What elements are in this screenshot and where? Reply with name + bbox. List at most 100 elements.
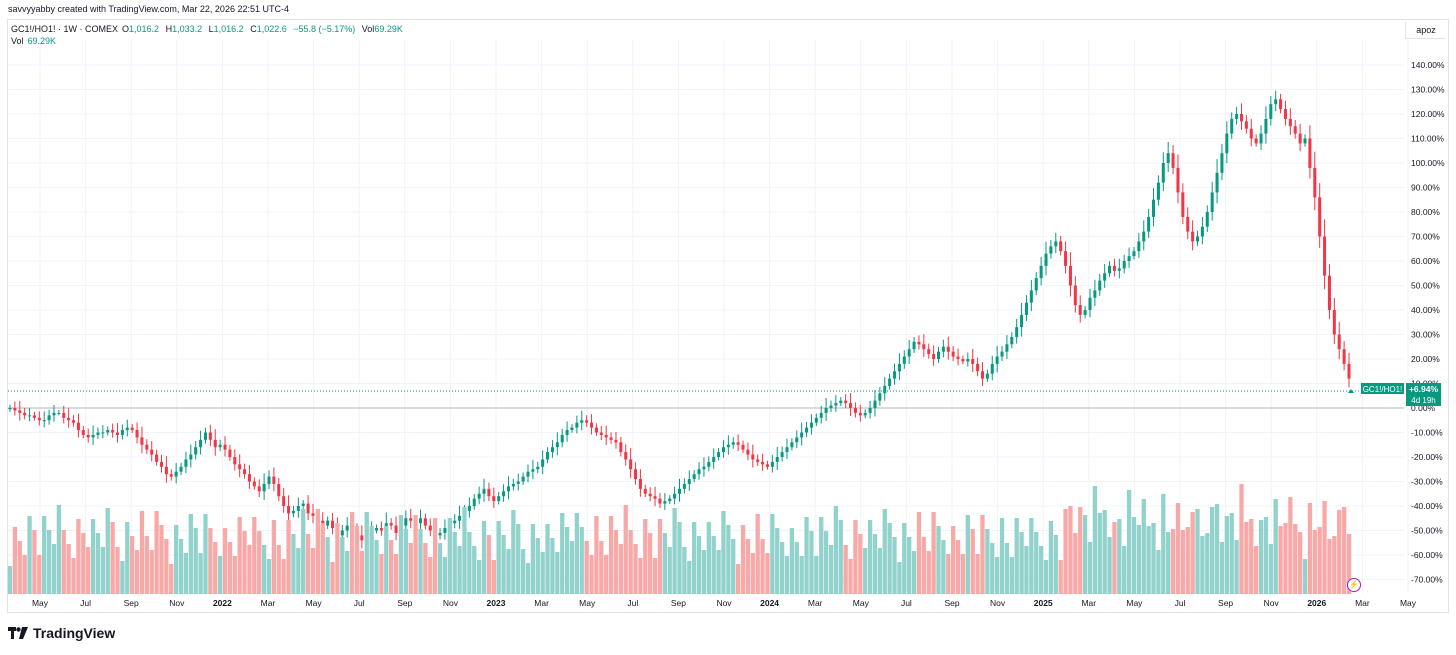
candle-body <box>634 469 638 480</box>
candle-body <box>966 359 970 362</box>
candle-body <box>223 444 227 450</box>
volume-bar <box>271 520 277 594</box>
volume-bar <box>525 563 531 594</box>
candle-body <box>609 437 613 440</box>
volume-bar <box>413 515 418 594</box>
volume-bar <box>76 519 81 594</box>
volume-bar <box>726 525 731 594</box>
x-tick-label: Mar <box>1355 598 1370 608</box>
candle-body <box>1127 256 1131 261</box>
candle-body <box>888 378 892 386</box>
candle-body <box>1186 216 1190 232</box>
volume-bar <box>701 550 707 594</box>
candle-body <box>472 498 476 506</box>
y-tick-label: 90.00% <box>1411 183 1440 193</box>
candle-body <box>932 354 936 359</box>
candle-body <box>1112 265 1116 271</box>
candle-body <box>844 400 848 404</box>
volume-bar <box>1087 542 1093 594</box>
volume-bar <box>975 554 980 594</box>
candle-body <box>1000 351 1004 357</box>
volume-bar <box>1043 560 1049 594</box>
volume-bar <box>1126 490 1132 594</box>
candle-body <box>262 483 266 492</box>
candle-body <box>233 457 237 465</box>
volume-bar <box>613 530 619 594</box>
volume-bar <box>22 555 27 594</box>
volume-bar <box>564 527 570 594</box>
volume-bar <box>692 522 697 594</box>
volume-bar <box>828 545 834 594</box>
volume-bar <box>907 537 912 594</box>
volume-bar <box>501 535 506 594</box>
y-tick-label: 50.00% <box>1411 281 1440 291</box>
volume-bar <box>823 531 829 594</box>
candle-body <box>194 447 198 455</box>
volume-bar <box>208 528 213 594</box>
candle-body <box>1249 128 1253 139</box>
volume-bar <box>398 515 404 594</box>
volume-bar <box>315 509 321 594</box>
candle-body <box>199 439 203 448</box>
candle-body <box>272 476 276 484</box>
candle-body <box>1098 280 1102 291</box>
candle-body <box>1308 138 1312 168</box>
symbol-label[interactable]: GC1!/HO1! · 1W · COMEX <box>11 24 119 34</box>
candle-body <box>995 356 999 364</box>
volume-bar <box>819 517 824 594</box>
candle-body <box>423 518 427 526</box>
candle-body <box>409 518 413 521</box>
volume-bar <box>1322 501 1327 594</box>
volume-bar <box>916 512 922 594</box>
volume-bar <box>1034 532 1039 594</box>
y-tick-label: -10.00% <box>1411 428 1443 438</box>
volume-bar <box>648 533 653 594</box>
candle-body <box>1323 236 1327 276</box>
candle-body <box>76 422 80 431</box>
candle-body <box>1064 251 1068 266</box>
candle-body <box>252 481 256 487</box>
volume-bar <box>965 515 970 594</box>
volume-bar <box>765 553 770 594</box>
candle-body <box>155 454 159 462</box>
candle-body <box>1044 253 1048 266</box>
volume-bar <box>1122 546 1127 594</box>
x-tick-label: May <box>853 598 870 608</box>
candle-body <box>1078 305 1082 315</box>
y-tick-label: 120.00% <box>1411 109 1445 119</box>
volume-bar <box>452 532 457 594</box>
low-label: L1,016.2 <box>208 24 244 34</box>
candle-body <box>604 434 608 438</box>
candle-body <box>951 351 955 357</box>
volume-bar <box>1117 519 1122 594</box>
candle-body <box>438 532 442 536</box>
volume-bar <box>442 557 448 594</box>
volume-bar <box>506 549 511 594</box>
candle-body <box>1137 241 1141 252</box>
candle-body <box>1235 114 1239 119</box>
candle-body <box>467 506 471 511</box>
volume-bar <box>345 551 350 594</box>
x-tick-label: Sep <box>1218 598 1233 608</box>
auto-scale-button[interactable]: apoz <box>1405 22 1446 39</box>
x-tick-label: Sep <box>397 598 412 608</box>
candle-body <box>1342 349 1346 364</box>
x-tick-label: May <box>306 598 323 608</box>
volume-bar <box>46 530 52 594</box>
x-tick-label: 2026 <box>1307 598 1326 608</box>
volume-bar <box>1268 544 1273 594</box>
candle-body <box>883 385 887 394</box>
volume-bar <box>1156 550 1161 594</box>
candle-body <box>1054 241 1058 247</box>
candle-body <box>897 363 901 372</box>
volume-bar <box>188 514 193 594</box>
candle-body <box>780 452 784 457</box>
volume-bar <box>115 547 120 594</box>
lightning-icon[interactable]: ⚡ <box>1347 578 1361 592</box>
candle-body <box>565 430 569 435</box>
volume-bar <box>540 552 545 594</box>
candle-body <box>726 444 730 448</box>
volume-bar <box>775 528 780 594</box>
y-tick-label: 140.00% <box>1411 60 1445 70</box>
